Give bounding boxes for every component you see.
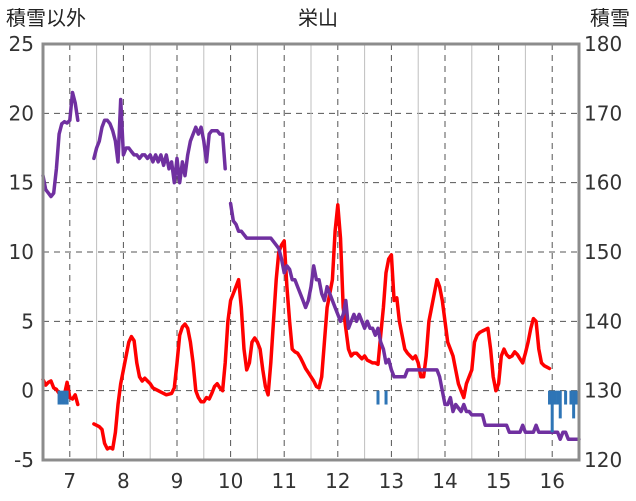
left-tick-label: 10 (9, 240, 34, 264)
x-tick-label: 13 (379, 469, 404, 493)
precipitation-bar (564, 390, 568, 405)
x-tick-label: 10 (218, 469, 243, 493)
left-tick-label: -5 (14, 448, 34, 472)
series-layer (41, 90, 581, 451)
temperature-line (92, 203, 552, 451)
precipitation-bar (384, 390, 388, 405)
precipitation-bar (550, 390, 554, 433)
x-tick-label: 11 (271, 469, 296, 493)
left-tick-label: 0 (21, 379, 34, 403)
chart-title: 栄山 (298, 6, 338, 30)
left-tick-label: 5 (21, 309, 34, 333)
precipitation-bar (572, 390, 576, 419)
precipitation-bar (574, 390, 578, 405)
right-tick-label: 170 (584, 101, 622, 125)
precipitation-bar (548, 390, 552, 405)
right-tick-label: 120 (584, 448, 622, 472)
precipitation-bar (558, 390, 562, 419)
snow_depth-line (41, 90, 80, 199)
left-tick-label: 15 (9, 171, 34, 195)
grid (43, 44, 579, 460)
x-tick-label: 16 (539, 469, 564, 493)
right-tick-label: 160 (584, 171, 622, 195)
precipitation-bar (553, 390, 557, 405)
plot-frame (41, 42, 581, 462)
right-tick-label: 150 (584, 240, 622, 264)
precipitation-bar (57, 390, 61, 405)
x-tick-label: 7 (63, 469, 76, 493)
x-tick-label: 12 (325, 469, 350, 493)
precipitation-bar (62, 390, 66, 405)
snow_depth-line (92, 97, 227, 185)
x-tick-label: 14 (432, 469, 457, 493)
left-axis-title: 積雪以外 (6, 6, 86, 30)
left-tick-label: 25 (9, 32, 34, 56)
right-axis-title: 積雪 (590, 6, 630, 30)
x-tick-label: 9 (171, 469, 184, 493)
right-tick-label: 140 (584, 309, 622, 333)
precipitation-bar (60, 390, 64, 405)
left-axis-ticks: -5 0 5 10 15 20 25 (9, 32, 34, 472)
precipitation-bar (569, 390, 573, 405)
x-tick-label: 8 (117, 469, 130, 493)
right-axis-ticks: 120 130 140 150 160 170 180 (584, 32, 622, 472)
right-tick-label: 180 (584, 32, 622, 56)
x-axis-ticks: 7 8 9 10 11 12 13 14 15 16 (63, 469, 564, 493)
right-tick-label: 130 (584, 379, 622, 403)
snow_depth-line (228, 201, 581, 441)
precipitation-bar (556, 390, 560, 405)
precipitation-bar (65, 390, 69, 405)
x-tick-label: 15 (486, 469, 511, 493)
precipitation-bar (376, 390, 380, 405)
left-tick-label: 20 (9, 101, 34, 125)
